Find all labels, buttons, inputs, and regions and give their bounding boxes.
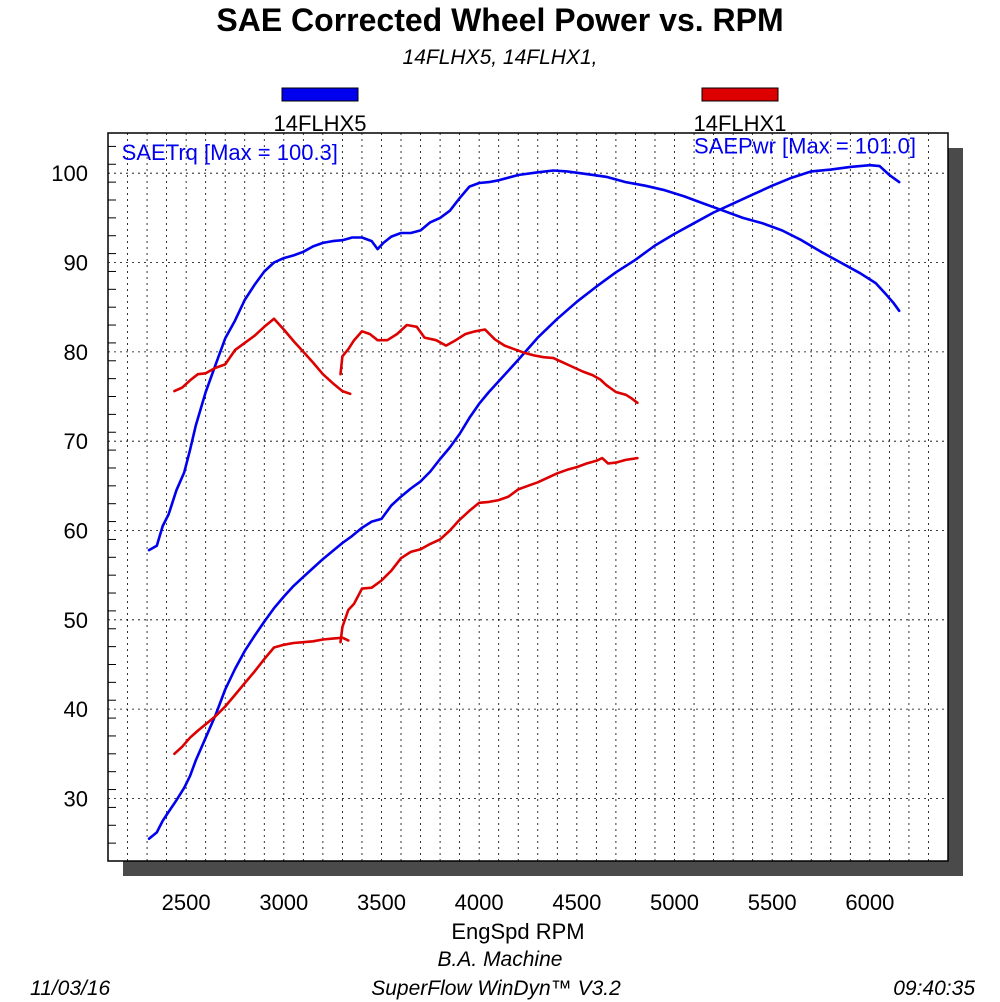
x-tick-label: 5000 bbox=[650, 890, 699, 915]
annotation-label: SAETrq [Max = 100.3] bbox=[122, 140, 338, 165]
legend-label: 14FLHX1 bbox=[694, 111, 787, 136]
x-axis-label: EngSpd RPM bbox=[451, 919, 584, 944]
series-line-14flhx1-saepwr bbox=[339, 456, 639, 644]
y-tick-label: 70 bbox=[64, 429, 88, 454]
y-tick-label: 50 bbox=[64, 608, 88, 633]
y-tick-label: 30 bbox=[64, 786, 88, 811]
y-tick-label: 80 bbox=[64, 340, 88, 365]
x-tick-label: 3500 bbox=[357, 890, 406, 915]
chart-title: SAE Corrected Wheel Power vs. RPM bbox=[216, 2, 783, 38]
x-tick-label: 3000 bbox=[259, 890, 308, 915]
series-line-14flhx1-saetrq bbox=[173, 317, 352, 396]
x-tick-label: 4000 bbox=[455, 890, 504, 915]
x-tick-label: 5500 bbox=[748, 890, 797, 915]
series-line-14flhx5-saepwr bbox=[147, 163, 901, 840]
legend-swatch bbox=[701, 87, 779, 102]
x-tick-label: 6000 bbox=[845, 890, 894, 915]
footer-time: 09:40:35 bbox=[893, 977, 975, 1000]
x-tick-label: 4500 bbox=[552, 890, 601, 915]
y-tick-label: 60 bbox=[64, 518, 88, 543]
x-axis-ticks: 2500 3000 3500 4000 4500 5000 5500 6000 bbox=[162, 890, 895, 915]
annotation-label: SAEPwr [Max = 101.0] bbox=[694, 134, 916, 159]
x-tick-label: 2500 bbox=[162, 890, 211, 915]
y-tick-label: 100 bbox=[51, 161, 88, 186]
grid bbox=[108, 133, 948, 861]
series-line-14flhx5-saetrq bbox=[147, 169, 901, 552]
footer-date: 11/03/16 bbox=[30, 977, 111, 1000]
annotations: SAETrq [Max = 100.3] SAEPwr [Max = 101.0] bbox=[122, 134, 916, 165]
series-lines bbox=[147, 163, 901, 840]
legend: 14FLHX5 14FLHX1 bbox=[274, 87, 787, 136]
y-tick-label: 90 bbox=[64, 251, 88, 276]
legend-label: 14FLHX5 bbox=[274, 111, 367, 136]
footer-software: SuperFlow WinDyn™ V3.2 bbox=[371, 977, 621, 1000]
y-tick-label: 40 bbox=[64, 697, 88, 722]
y-axis-ticks: 30 40 50 60 70 80 90 100 bbox=[51, 161, 88, 811]
minor-ticks bbox=[108, 145, 116, 862]
series-line-14flhx1-saepwr bbox=[173, 636, 350, 756]
series-line-14flhx1-saetrq bbox=[339, 323, 639, 405]
footer-company: B.A. Machine bbox=[438, 948, 563, 971]
chart-subtitle: 14FLHX5, 14FLHX1, bbox=[403, 46, 598, 69]
legend-swatch bbox=[281, 87, 359, 102]
plot-area bbox=[107, 132, 949, 862]
